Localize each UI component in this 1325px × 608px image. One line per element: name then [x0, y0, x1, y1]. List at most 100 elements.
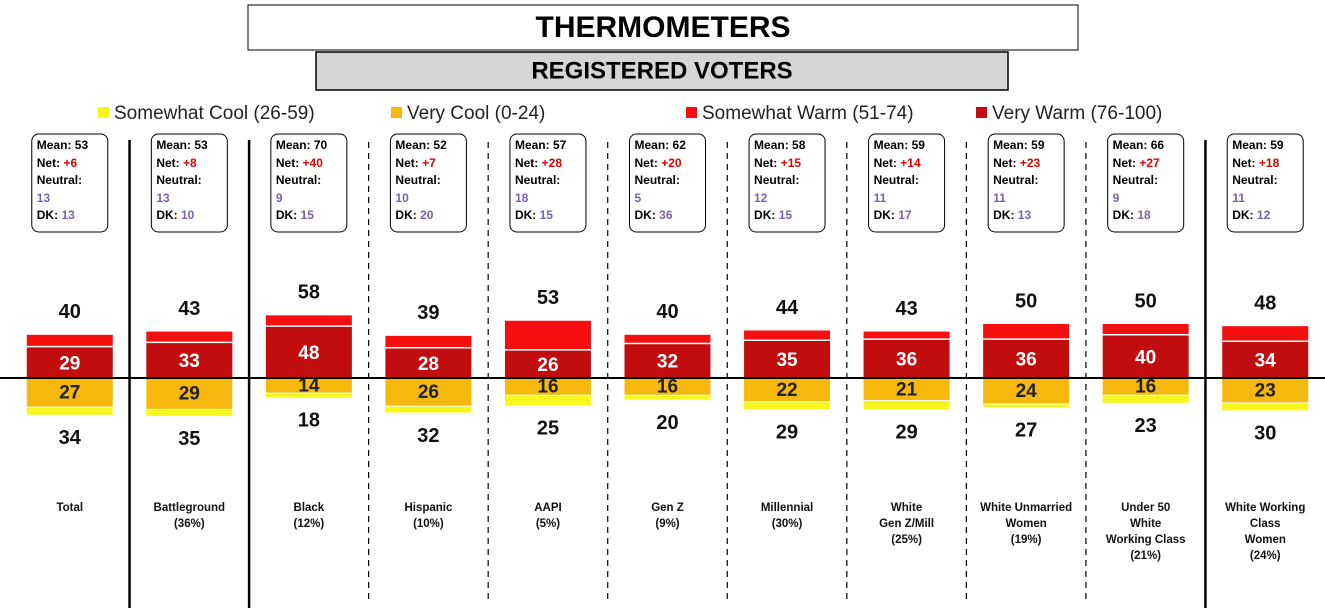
x-tick-label: Women [1005, 518, 1046, 530]
stat-label: Mean: [156, 138, 191, 152]
stats-box [748, 133, 826, 233]
bar-very-cool [1102, 378, 1189, 396]
stat-label: DK: [37, 208, 58, 222]
stat-text: DK: 15 [754, 208, 792, 222]
cool-total-label: 30 [1254, 423, 1276, 445]
stat-text: Mean: 52 [395, 138, 447, 152]
x-tick-label: Working Class [1106, 534, 1186, 546]
neutral-value: 9 [276, 191, 283, 205]
chart-subtitle: REGISTERED VOTERS [531, 57, 792, 84]
stats-box [270, 133, 348, 233]
stats-box [1226, 133, 1304, 233]
legend-swatch [98, 107, 109, 118]
title-box [247, 4, 1079, 51]
neutral-value: 13 [156, 191, 170, 205]
stat-text: Mean: 62 [635, 138, 687, 152]
very-cool-label: 23 [1255, 380, 1276, 401]
stat-text: DK: 10 [156, 208, 194, 222]
legend-swatch [686, 107, 697, 118]
dk-value: 13 [1018, 208, 1032, 222]
bar-very-warm [863, 339, 950, 378]
mean-value: 53 [75, 138, 89, 152]
x-tick-label: Gen Z/Mill [879, 518, 934, 530]
x-tick-label: Hispanic [404, 502, 453, 514]
stat-text: Mean: 70 [276, 138, 328, 152]
bar-very-cool [26, 378, 113, 408]
cool-total-label: 25 [537, 417, 559, 439]
very-cool-label: 24 [1016, 381, 1038, 402]
very-cool-label: 14 [298, 376, 320, 397]
stat-text: Net: +8 [156, 156, 197, 170]
bar-somewhat-warm [983, 324, 1070, 340]
very-warm-label: 33 [179, 351, 200, 372]
cool-total-label: 34 [59, 427, 82, 449]
mean-value: 59 [1031, 138, 1045, 152]
net-value: +8 [183, 156, 197, 170]
net-value: +27 [1139, 156, 1160, 170]
net-value: +20 [661, 156, 682, 170]
stat-label: Mean: [1232, 138, 1267, 152]
neutral-value: 11 [993, 191, 1006, 205]
cool-total-label: 29 [776, 422, 798, 444]
stat-text: Net: +27 [1113, 156, 1160, 170]
mean-value: 66 [1151, 138, 1165, 152]
bar-somewhat-warm [146, 331, 233, 343]
stat-label: Mean: [515, 138, 550, 152]
stat-label: Mean: [754, 138, 789, 152]
bar-very-cool [265, 378, 352, 394]
very-cool-label: 22 [776, 380, 797, 401]
warm-total-label: 53 [537, 287, 559, 309]
cool-total-label: 23 [1135, 415, 1157, 437]
warm-total-label: 43 [178, 298, 200, 320]
stat-label: DK: [1113, 208, 1134, 222]
x-tick-label: (30%) [772, 518, 803, 530]
dk-value: 17 [898, 208, 912, 222]
warm-total-label: 48 [1254, 292, 1276, 314]
mean-value: 59 [912, 138, 926, 152]
stat-text: DK: 18 [1113, 208, 1151, 222]
bar-very-warm [1102, 334, 1189, 378]
bar-somewhat-warm [1102, 324, 1189, 335]
bar-very-warm [624, 343, 711, 378]
mean-value: 58 [792, 138, 806, 152]
stat-text: Net: +40 [276, 156, 323, 170]
very-warm-label: 29 [59, 353, 80, 374]
x-tick-label: Class [1250, 518, 1281, 530]
neutral-value: 13 [37, 191, 51, 205]
bar-very-cool [385, 378, 472, 407]
stat-label: Neutral: [635, 173, 680, 187]
stat-label: Neutral: [1232, 173, 1277, 187]
very-cool-label: 16 [1135, 377, 1156, 398]
stat-text: DK: 15 [276, 208, 314, 222]
warm-total-label: 40 [656, 301, 678, 323]
stat-label: Net: [754, 156, 777, 170]
mean-value: 52 [433, 138, 447, 152]
stat-label: Net: [156, 156, 179, 170]
bar-somewhat-cool [504, 395, 591, 405]
stat-label: Net: [515, 156, 538, 170]
stats-box [31, 133, 109, 233]
mean-value: 53 [194, 138, 208, 152]
stat-label: DK: [754, 208, 775, 222]
very-warm-label: 35 [776, 350, 798, 371]
bar-somewhat-warm [744, 330, 831, 341]
neutral-value: 10 [395, 191, 409, 205]
stat-label: Net: [993, 156, 1016, 170]
stat-label: Net: [874, 156, 897, 170]
bar-somewhat-warm [265, 315, 352, 327]
warm-total-label: 40 [59, 301, 81, 323]
x-tick-label: Under 50 [1121, 502, 1170, 514]
very-cool-label: 27 [59, 383, 80, 404]
legend-label: Somewhat Cool (26-59) [114, 103, 315, 124]
cool-total-label: 35 [178, 428, 200, 450]
neutral-value: 5 [635, 191, 642, 205]
mean-value: 59 [1270, 138, 1284, 152]
stat-text: Mean: 57 [515, 138, 567, 152]
bar-very-cool [146, 378, 233, 410]
very-warm-label: 28 [418, 354, 439, 375]
stat-text: Net: +14 [874, 156, 921, 170]
bar-very-warm [1222, 341, 1309, 378]
legend-label: Somewhat Warm (51-74) [702, 103, 914, 124]
very-cool-label: 26 [418, 382, 439, 403]
